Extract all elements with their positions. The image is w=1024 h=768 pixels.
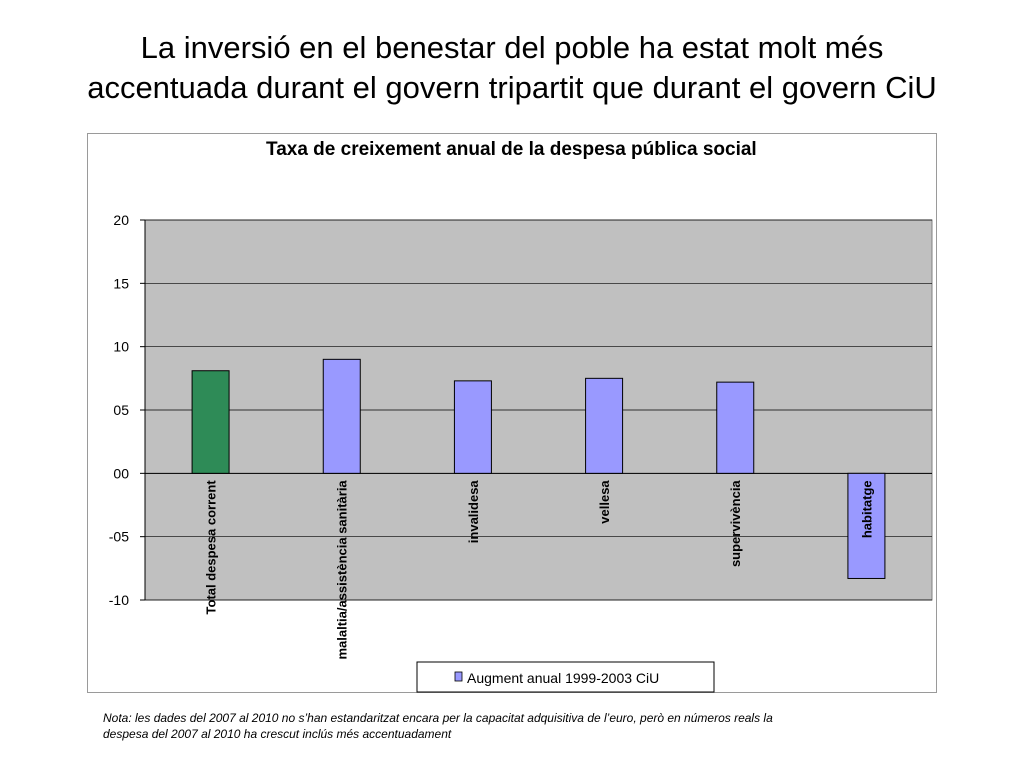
x-tick-label-4: supervivència bbox=[728, 480, 743, 567]
x-tick-label-5: habitatge bbox=[859, 480, 874, 538]
x-axis-labels: Total despesa corrent malaltia/assistènci… bbox=[204, 480, 875, 660]
bar-4 bbox=[716, 381, 755, 474]
bars bbox=[191, 358, 886, 579]
bar-2 bbox=[453, 380, 492, 474]
gridlines bbox=[145, 219, 932, 601]
legend: Augment anual 1999-2003 CiU bbox=[416, 661, 715, 693]
chart-title: Taxa de creixement anual de la despesa p… bbox=[266, 139, 757, 160]
y-tick-label: 20 bbox=[113, 212, 129, 228]
y-tick-label: -05 bbox=[109, 529, 129, 545]
footnote-line-2: despesa del 2007 al 2010 ha crescut incl… bbox=[103, 727, 452, 741]
legend-swatch bbox=[454, 671, 463, 682]
x-tick-label-1: malaltia/assistència sanitària bbox=[335, 480, 350, 660]
legend-label: Augment anual 1999-2003 CiU bbox=[467, 670, 659, 686]
slide-title: La inversió en el benestar del poble ha … bbox=[30, 28, 994, 108]
footnote-line-1: Nota: les dades del 2007 al 2010 no s’ha… bbox=[103, 711, 773, 725]
legend-box bbox=[416, 661, 715, 693]
bar-3 bbox=[585, 377, 624, 474]
bar-1 bbox=[322, 358, 361, 474]
x-tick-label-2: invalidesa bbox=[466, 480, 481, 544]
x-tick-label-0: Total despesa corrent bbox=[204, 480, 219, 615]
y-axis: -10 -05 00 05 10 15 20 bbox=[109, 212, 932, 608]
bar-5 bbox=[847, 472, 886, 579]
y-tick-label: 00 bbox=[113, 465, 129, 481]
y-tick-label: -10 bbox=[109, 592, 129, 608]
y-tick-label: 05 bbox=[113, 402, 129, 418]
x-tick-label-3: vellesa bbox=[597, 480, 612, 524]
slide-title-line-1: La inversió en el benestar del poble ha … bbox=[140, 30, 884, 65]
y-tick-label: 10 bbox=[113, 339, 129, 355]
y-tick-label: 15 bbox=[113, 275, 129, 291]
slide-title-line-2: accentuada durant el govern tripartit qu… bbox=[87, 70, 937, 105]
footnote: Nota: les dades del 2007 al 2010 no s’ha… bbox=[103, 710, 903, 742]
bar-0 bbox=[191, 370, 230, 474]
